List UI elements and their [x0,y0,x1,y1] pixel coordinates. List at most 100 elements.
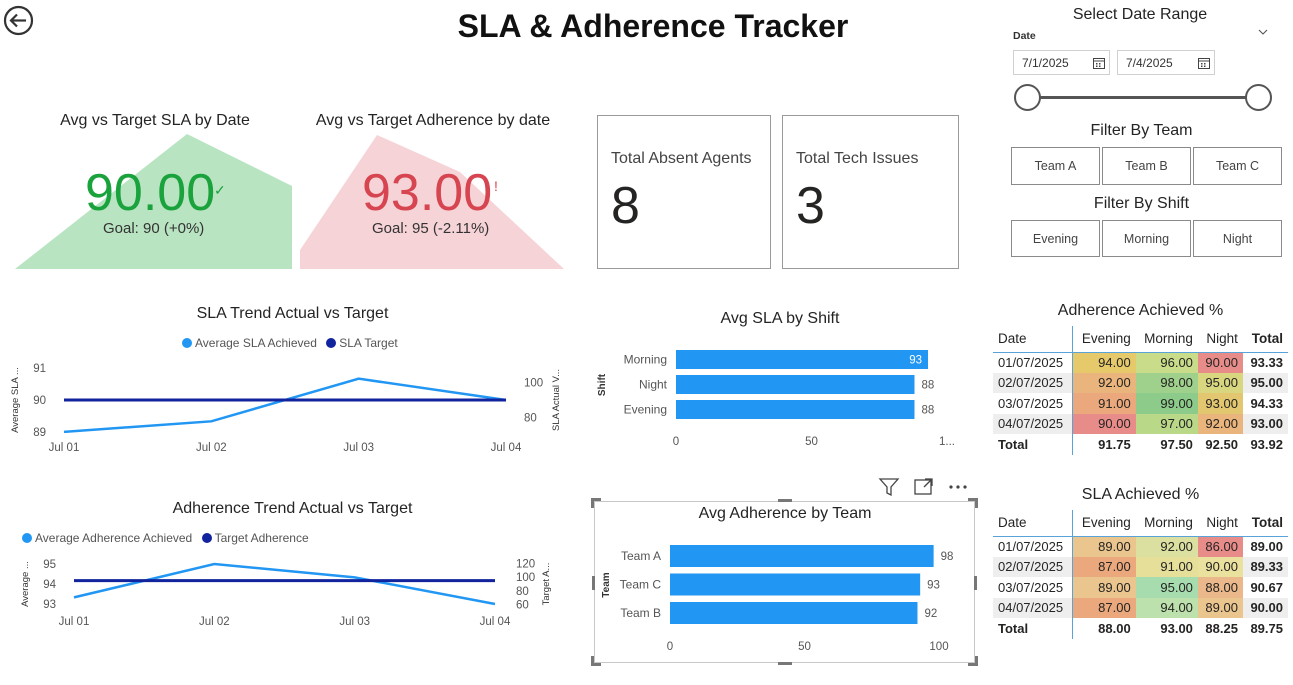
matrix-row[interactable]: 04/07/2025 87.00 94.00 89.00 90.00 [993,597,1288,618]
matrix-row[interactable]: 03/07/2025 91.00 99.00 93.00 94.33 [993,393,1288,414]
matrix-table: Date Evening Morning Night Total 01/07/2025 94… [993,326,1288,455]
value-cell: 92.00 [1072,372,1136,393]
category-label: Team A [621,549,661,563]
column-header[interactable]: Evening [1072,510,1136,536]
column-header[interactable]: Total [1251,331,1283,347]
column-header[interactable]: Date [998,331,1027,347]
value-cell: 91.00 [1072,393,1136,414]
column-header[interactable]: Date [998,515,1027,531]
sla-matrix[interactable]: SLA Achieved % Date Evening Morning Night To… [993,485,1288,645]
start-date-input[interactable]: 7/1/2025 [1013,50,1110,75]
row-total: 89.00 [1242,535,1288,557]
kpi-sla-title: Avg vs Target SLA by Date [60,112,250,129]
adherence-trend-chart[interactable]: Adherence Trend Actual vs Target Average… [10,495,575,635]
column-header[interactable]: Morning [1144,515,1193,531]
team-b-button[interactable]: Team B [1102,147,1191,185]
value-cell: 92.00 [1197,413,1243,434]
legend-marker [22,533,32,543]
end-date-value: 7/4/2025 [1126,55,1173,70]
x-tick-label: 0 [673,436,679,448]
value-cell: 92.00 [1135,535,1198,557]
chart-legend: Average Adherence Achieved Target Adhere… [22,531,309,545]
column-header[interactable]: Evening [1072,326,1136,352]
adherence-matrix[interactable]: Adherence Achieved % Date Evening Morning N… [993,300,1288,465]
calendar-icon[interactable] [1198,57,1210,69]
resize-handle[interactable] [591,498,601,508]
row-date: 01/07/2025 [993,351,1073,373]
row-total: 94.33 [1250,395,1283,411]
column-header[interactable]: Total [1251,515,1283,531]
y-axis-label: Average SLA ... [10,367,21,433]
focus-mode-icon[interactable] [913,476,935,498]
bar-chart-svg: Shift Morning 93 Night 88 Evening 88 0 50 1... [597,350,955,448]
kpi-adherence-value: 93.00 [362,164,493,222]
card-tech-issues[interactable]: Total Tech Issues 3 [782,115,959,269]
slider-handle-start[interactable] [1014,84,1041,111]
team-filter-title: Filter By Team [1090,122,1193,139]
kpi-sla-visual[interactable]: Avg vs Target SLA by Date 90.00 ✓ Goal: … [15,108,295,270]
bar [676,350,929,369]
x-tick-label: Jul 01 [59,616,90,628]
value-cell: 95.00 [1197,372,1243,393]
matrix-row[interactable]: 03/07/2025 89.00 95.00 88.00 90.67 [993,577,1288,598]
row-total: 95.00 [1250,375,1283,391]
checkmark-icon: ✓ [214,182,226,198]
total-cell: 97.50 [1160,436,1193,452]
column-header[interactable]: Night [1206,331,1238,347]
shift-evening-button[interactable]: Evening [1011,220,1100,257]
bar [670,573,921,596]
category-label: Night [639,378,668,392]
sla-by-shift-chart[interactable]: Avg SLA by Shift Shift Morning 93 Night 88 Ev… [590,300,970,455]
adherence-by-team-chart[interactable]: Avg Adherence by Team Team Team A 98 Team C… [591,498,978,666]
kpi-sla-background [15,134,292,269]
card-absent-agents[interactable]: Total Absent Agents 8 [597,115,771,269]
team-a-button[interactable]: Team A [1011,147,1100,185]
y-tick-label-secondary: 100 [516,572,535,584]
shift-night-button[interactable]: Night [1193,220,1282,257]
matrix-row[interactable]: 04/07/2025 90.00 97.00 92.00 93.00 [993,413,1288,434]
matrix-row[interactable]: 01/07/2025 94.00 96.00 90.00 93.33 [993,351,1288,373]
resize-handle[interactable] [968,656,978,666]
filter-icon[interactable] [878,476,900,498]
more-options-icon[interactable] [947,476,969,498]
legend-marker [201,533,212,543]
slider-track [1027,96,1259,99]
resize-handle[interactable] [778,662,792,665]
exclamation-icon: ! [494,178,498,194]
kpi-adherence-visual[interactable]: Avg vs Target Adherence by date 93.00 ! … [300,108,566,270]
date-slicer-title: Select Date Range [1072,6,1208,23]
column-header[interactable]: Night [1206,515,1238,531]
matrix-title: Adherence Achieved % [1057,302,1224,319]
shift-filter-title: Filter By Shift [1093,195,1190,212]
resize-handle[interactable] [974,576,977,590]
slider-handle-end[interactable] [1245,84,1272,111]
team-c-button[interactable]: Team C [1193,147,1282,185]
value-cell: 94.00 [1072,351,1136,373]
chart-legend: Average SLA Achieved SLA Target [182,336,398,350]
end-date-input[interactable]: 7/4/2025 [1117,50,1215,75]
sla-trend-chart[interactable]: SLA Trend Actual vs Target Average SLA A… [10,300,575,465]
card-label: Total Absent Agents [611,150,752,167]
data-label: 93 [927,580,940,592]
bar [670,602,918,624]
row-total: 89.33 [1250,559,1283,575]
x-tick-label: 1... [939,436,955,448]
x-tick-label: Jul 01 [49,442,80,454]
column-header[interactable]: Morning [1144,331,1193,347]
back-button[interactable] [3,5,34,36]
resize-handle[interactable] [591,656,601,666]
legend-label: SLA Target [339,336,398,350]
matrix-row[interactable]: 02/07/2025 87.00 91.00 90.00 89.33 [993,556,1288,577]
chart-title: Adherence Trend Actual vs Target [172,500,413,517]
resize-handle[interactable] [592,576,595,590]
shift-morning-button[interactable]: Morning [1102,220,1191,257]
chevron-down-icon[interactable] [1256,25,1270,39]
matrix-row[interactable]: 01/07/2025 89.00 92.00 86.00 89.00 [993,535,1288,557]
resize-handle[interactable] [968,498,978,508]
matrix-row[interactable]: 02/07/2025 92.00 98.00 95.00 95.00 [993,372,1288,393]
y-tick-label: 90 [33,395,46,407]
total-label: Total [998,620,1029,636]
date-range-slider[interactable] [1013,84,1273,112]
calendar-icon[interactable] [1093,57,1105,69]
resize-handle[interactable] [778,499,792,502]
